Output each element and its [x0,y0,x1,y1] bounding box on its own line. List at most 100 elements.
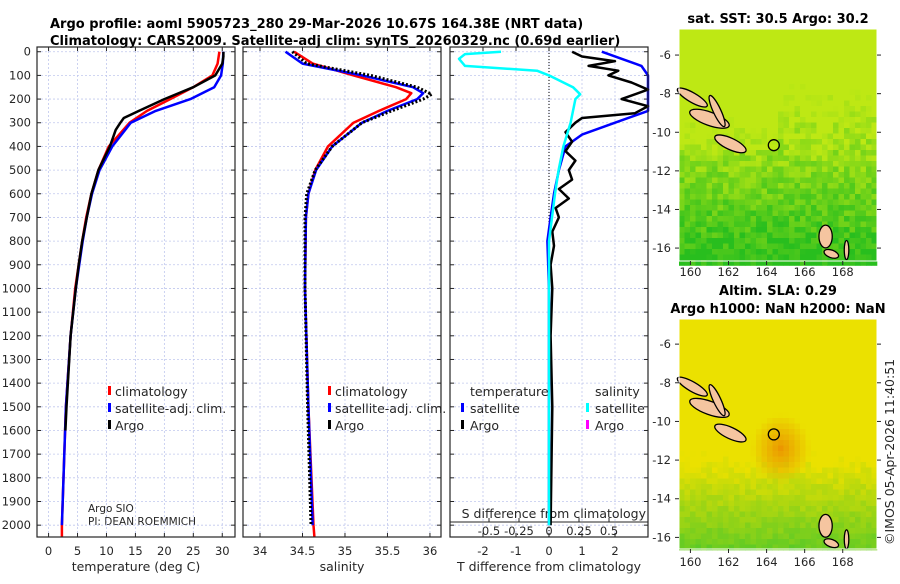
s-tick-label: -0.25 [504,524,534,538]
y-tick-label: 200 [9,92,31,106]
series-line-climatology [60,51,221,537]
x-tick-label: 5 [74,544,81,558]
y-tick-label: 300 [9,116,31,130]
sst-map-title: sat. SST: 30.5 Argo: 30.2 [687,12,868,27]
y-tick-label: 700 [9,210,31,224]
x-axis-label: temperature (deg C) [72,559,201,574]
credit-line1: Argo SIO [88,503,134,515]
x-tick-label: 35 [338,544,353,558]
lon-tick-label: 162 [718,265,740,279]
legend-label: Argo [335,418,364,433]
legend-swatch [586,403,589,412]
island-landmass [818,513,833,538]
series-line-argo [64,51,225,431]
y-tick-label: 100 [9,68,31,82]
lon-tick-label: 166 [794,555,816,569]
lat-tick-label: -6 [660,337,671,351]
x-axis-label: T difference from climatology [456,559,642,574]
y-tick-label: 1600 [2,423,31,437]
lat-tick-label: -16 [652,241,671,255]
legend-swatch [108,403,111,412]
x-tick-label: -2 [477,544,488,558]
island-landmass [714,423,747,443]
legend-swatch [461,403,464,412]
y-tick-label: 2000 [2,518,31,532]
map-frame [678,318,878,550]
s-axis-label: S difference from climatology [462,506,647,521]
y-tick-label: 1000 [2,281,31,295]
difference-panel: -2 -1 0 1 2T difference from climatology -0.5… [449,46,650,574]
legend-label: Argo [470,418,499,433]
legend-title: temperature [470,384,549,399]
y-tick-label: 900 [9,258,31,272]
island-landmass [843,529,850,550]
island-landmass [714,134,747,154]
x-axis-label: salinity [320,559,365,574]
legend-swatch [461,420,464,429]
lon-tick-label: 162 [718,555,740,569]
s-tick-label: 0.25 [566,524,592,538]
lat-tick-label: -8 [660,87,671,101]
y-tick-label: 1800 [2,471,31,485]
legend-swatch [108,420,111,429]
x-tick-label: 36 [423,544,438,558]
island-landmass [708,383,726,417]
lon-tick-label: 164 [756,265,778,279]
y-tick-label: 500 [9,163,31,177]
x-tick-label: -1 [510,544,521,558]
map-frame [678,28,878,262]
lon-tick-label: 166 [794,265,816,279]
lat-tick-label: -14 [652,202,671,216]
figure-title-line1: Argo profile: aoml 5905723_280 29-Mar-20… [50,17,583,32]
lon-tick-label: 160 [679,265,701,279]
x-tick-label: 2 [611,544,618,558]
x-tick-label: 25 [186,544,201,558]
figure-title-line2: Climatology: CARS2009. Satellite-adj cli… [50,34,620,49]
x-tick-label: 30 [215,544,230,558]
x-tick-label: 10 [99,544,114,558]
island-landmass [843,239,850,261]
x-tick-label: 0 [545,544,552,558]
legend-swatch [586,420,589,429]
y-tick-label: 1700 [2,447,31,461]
series-line-satellite-adj-clim- [284,50,425,526]
island-landmass [676,87,708,108]
lat-tick-label: -12 [652,453,671,467]
imos-timestamp: ©IMOS 05-Apr-2026 11:40:51 [882,359,897,545]
legend-swatch [328,386,331,395]
y-tick-label: 0 [24,45,31,59]
x-tick-label: 35.5 [375,544,401,558]
legend-label: climatology [335,384,408,399]
lat-tick-label: -10 [652,125,671,139]
salinity-panel: 34 34.5 35 35.5 36 salinity climatology satelli… [242,46,446,574]
y-tick-label: 1300 [2,352,31,366]
legend-title: salinity [595,384,640,399]
lon-tick-label: 168 [832,265,854,279]
plot-frame [449,46,649,538]
lat-tick-label: -10 [652,414,671,428]
lat-tick-label: -8 [660,376,671,390]
sla-map-title: Altim. SLA: 0.29 [719,284,837,299]
y-tick-label: 1900 [2,494,31,508]
x-tick-label: 34.5 [290,544,316,558]
lon-tick-label: 160 [679,555,701,569]
island-landmass [823,538,840,549]
argo-float-position-marker [767,139,780,152]
x-tick-label: 1 [578,544,585,558]
sla-map-subtitle: Argo h1000: NaN h2000: NaN [670,302,885,317]
legend-swatch [328,420,331,429]
s-tick-label: -0.5 [478,524,500,538]
credit-line2: PI: DEAN ROEMMICH [88,516,196,528]
series-line-t-argo [549,50,650,526]
legend-label: satellite [595,401,645,416]
temperature-panel: 0100200300400500600700800900100011001200… [2,45,236,574]
x-tick-label: 34 [253,544,268,558]
y-tick-label: 1100 [2,305,31,319]
plot-frame [36,46,236,538]
legend-label: satellite [470,401,520,416]
y-tick-label: 400 [9,139,31,153]
legend-label: Argo [115,418,144,433]
lat-tick-label: -6 [660,48,671,62]
island-landmass [676,376,708,397]
